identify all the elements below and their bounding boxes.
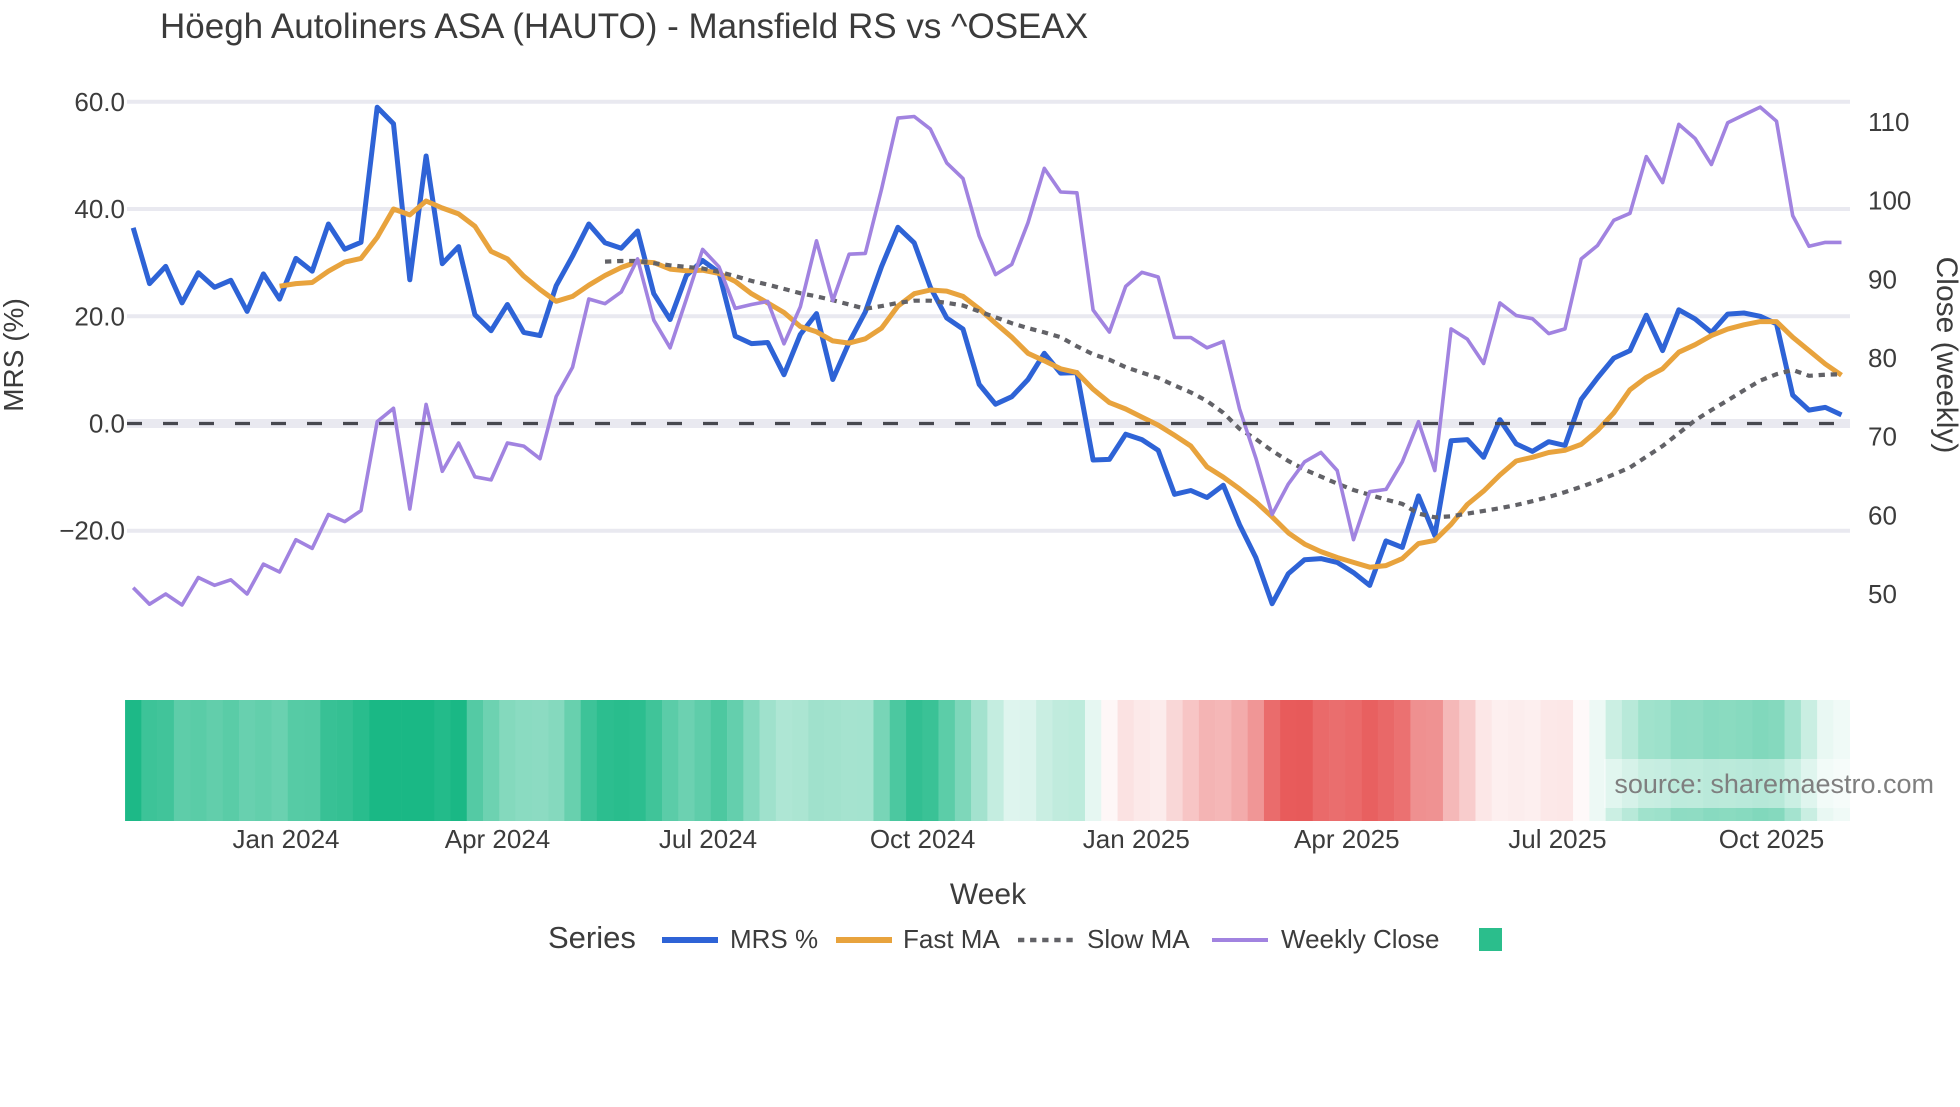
svg-text:60.0: 60.0: [74, 87, 125, 117]
svg-text:Slow MA: Slow MA: [1087, 924, 1190, 954]
svg-text:source: sharemaestro.com: source: sharemaestro.com: [1614, 769, 1934, 799]
svg-text:Jan 2025: Jan 2025: [1083, 824, 1190, 854]
svg-text:Apr 2024: Apr 2024: [445, 824, 551, 854]
svg-text:−20.0: −20.0: [59, 516, 125, 546]
svg-text:80: 80: [1868, 343, 1897, 373]
svg-text:Jul 2024: Jul 2024: [659, 824, 757, 854]
svg-text:100: 100: [1868, 186, 1911, 216]
svg-text:Jul 2025: Jul 2025: [1508, 824, 1606, 854]
svg-text:90: 90: [1868, 264, 1897, 294]
svg-text:Close (weekly): Close (weekly): [1930, 257, 1960, 454]
svg-text:Weekly Close: Weekly Close: [1281, 924, 1439, 954]
svg-text:Apr 2025: Apr 2025: [1294, 824, 1400, 854]
svg-text:50: 50: [1868, 579, 1897, 609]
svg-text:40.0: 40.0: [74, 194, 125, 224]
svg-text:110: 110: [1868, 107, 1909, 137]
svg-text:60: 60: [1868, 500, 1897, 530]
svg-text:Oct 2025: Oct 2025: [1719, 824, 1825, 854]
svg-text:MRS %: MRS %: [730, 924, 818, 954]
svg-text:Series: Series: [548, 920, 636, 955]
svg-text:MRS (%): MRS (%): [0, 298, 29, 412]
svg-text:Week: Week: [950, 878, 1027, 911]
svg-text:Fast MA: Fast MA: [903, 924, 1000, 954]
svg-text:70: 70: [1868, 422, 1897, 452]
svg-text:Oct 2024: Oct 2024: [870, 824, 976, 854]
svg-text:Höegh Autoliners ASA (HAUTO) -: Höegh Autoliners ASA (HAUTO) - Mansfield…: [160, 7, 1088, 46]
svg-text:20.0: 20.0: [74, 301, 125, 331]
svg-text:0.0: 0.0: [89, 409, 125, 439]
svg-text:Jan 2024: Jan 2024: [233, 824, 340, 854]
